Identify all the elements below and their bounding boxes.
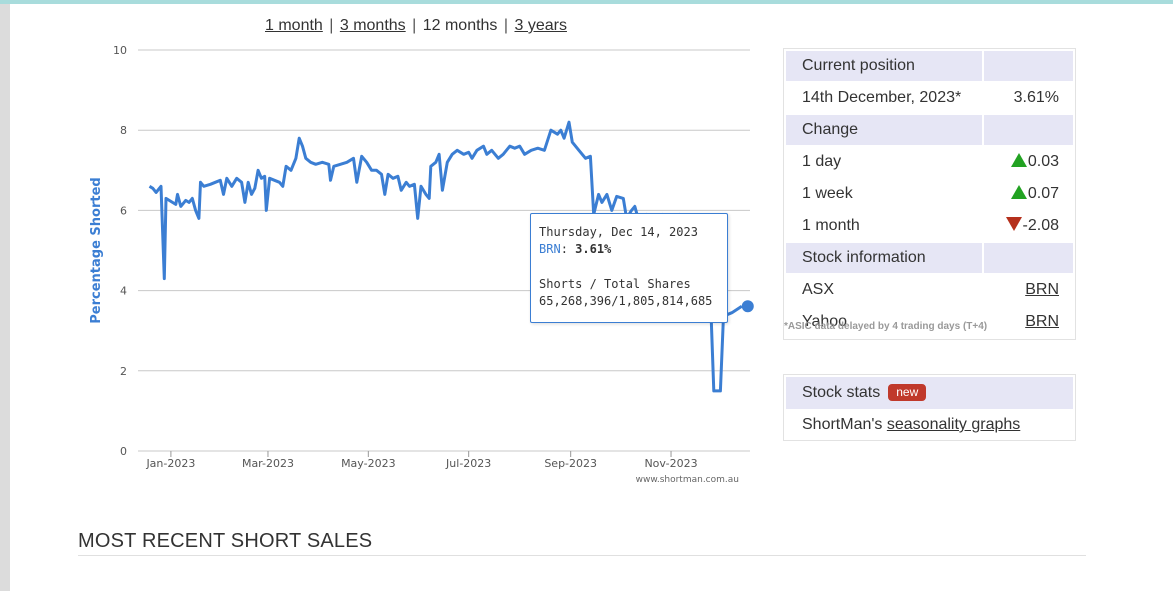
yahoo-label: Yahoo — [802, 313, 848, 330]
asx-cell: BRN — [984, 275, 1073, 305]
stock-stats-header: Stock stats new — [786, 377, 1073, 409]
chart-grid — [138, 49, 750, 452]
table-row: 1 day 0.03 — [786, 147, 1073, 177]
x-tick-label: Nov-2023 — [644, 457, 697, 470]
arrow-up-icon — [1010, 153, 1027, 167]
y-tick-label: 10 — [113, 44, 127, 57]
x-tick-label: Jan-2023 — [145, 457, 195, 470]
y-tick-label: 2 — [120, 365, 127, 378]
y-axis-label: Percentage Shorted — [89, 177, 104, 323]
arrow-up-icon — [1010, 185, 1027, 199]
highlight-point[interactable] — [741, 300, 754, 313]
series-line — [148, 120, 743, 393]
separator: | — [324, 17, 338, 34]
chart-series — [148, 120, 754, 393]
x-tick-label: May-2023 — [341, 457, 396, 470]
separator: | — [499, 17, 513, 34]
header-filler — [983, 51, 1073, 81]
change-week-value: 0.07 — [1027, 185, 1059, 202]
position-percent: 3.61% — [1013, 89, 1059, 106]
header-filler — [983, 115, 1073, 145]
table-row: Yahoo BRN — [786, 307, 1073, 337]
stock-info-header: Stock information — [786, 243, 982, 273]
x-axis-ticks: Jan-2023 Mar-2023 May-2023 Jul-2023 Sep-2023… — [145, 451, 698, 470]
range-link-3-years[interactable]: 3 years — [514, 17, 567, 34]
position-info-table: Current position 14th December, 2023* 3.… — [784, 49, 1075, 339]
asx-label: ASX — [802, 281, 835, 298]
new-badge: new — [888, 384, 927, 401]
change-month-cell: -2.08 — [984, 211, 1073, 241]
short-position-chart[interactable]: 0 2 4 6 8 10 Jan-2023 Mar-2023 May-2023 Jul-2023… — [60, 35, 760, 495]
range-link-3-months[interactable]: 3 months — [339, 17, 406, 34]
table-row: ASX BRN — [786, 275, 1073, 305]
chart-tooltip: Thursday, Dec 14, 2023 BRN: 3.61% Shorts… — [530, 213, 728, 323]
x-tick-label: Mar-2023 — [242, 457, 294, 470]
table-row: 1 week 0.07 — [786, 179, 1073, 209]
stock-stats-body: ShortMan's seasonality graphs — [784, 411, 1075, 440]
tooltip-date: Thursday, Dec 14, 2023 — [539, 225, 698, 239]
table-row: 14th December, 2023* 3.61% — [786, 83, 1073, 113]
change-month-label: 1 month — [802, 217, 860, 234]
table-row: Change — [786, 115, 1073, 145]
position-date: 14th December, 2023* — [802, 89, 962, 106]
table-row: Current position — [786, 51, 1073, 81]
y-tick-label: 6 — [120, 204, 127, 217]
stock-stats-box: Stock stats new ShortMan's seasonality gr… — [783, 374, 1076, 441]
stock-stats-title: Stock stats — [802, 384, 881, 401]
stock-stats-text: ShortMan's — [802, 416, 887, 433]
top-accent-bar — [0, 0, 1173, 4]
x-tick-label: Sep-2023 — [544, 457, 597, 470]
table-row: Stock information — [786, 243, 1073, 273]
tooltip-value: 3.61% — [575, 242, 612, 256]
change-day-value: 0.03 — [1027, 153, 1059, 170]
seasonality-graphs-link[interactable]: seasonality graphs — [886, 416, 1021, 433]
y-tick-label: 8 — [120, 124, 127, 137]
section-divider — [78, 555, 1086, 556]
separator: | — [407, 17, 421, 34]
chart-credit: www.shortman.com.au — [636, 475, 739, 485]
section-title: MOST RECENT SHORT SALES — [78, 530, 373, 552]
tooltip-series-label: BRN — [539, 242, 561, 256]
y-tick-label: 4 — [120, 285, 127, 298]
y-axis-ticks: 0 2 4 6 8 10 — [113, 44, 127, 458]
tooltip-series-row: BRN: 3.61% — [539, 241, 719, 258]
x-tick-label: Jul-2023 — [445, 457, 491, 470]
yahoo-cell: BRN — [984, 307, 1073, 337]
current-position-header: Current position — [786, 51, 982, 81]
change-day-label: 1 day — [802, 153, 842, 170]
y-tick-label: 0 — [120, 445, 127, 458]
asx-link[interactable]: BRN — [1025, 281, 1059, 298]
table-row: 1 month -2.08 — [786, 211, 1073, 241]
change-month-value: -2.08 — [1022, 217, 1059, 234]
change-week-cell: 0.07 — [984, 179, 1073, 209]
arrow-down-icon — [1005, 217, 1022, 231]
change-day-cell: 0.03 — [984, 147, 1073, 177]
asic-delay-note: *ASIC data delayed by 4 trading days (T+… — [784, 321, 988, 332]
left-scroll-gutter — [0, 4, 10, 591]
range-link-12-months-active: 12 months — [422, 17, 498, 34]
yahoo-link[interactable]: BRN — [1025, 313, 1059, 330]
tooltip-shorts-value: 65,268,396/1,805,814,685 — [539, 294, 713, 308]
tooltip-shorts-label: Shorts / Total Shares — [539, 277, 691, 291]
change-header: Change — [786, 115, 982, 145]
range-links: 1 month | 3 months | 12 months | 3 years — [265, 17, 567, 35]
tooltip-colon: : — [560, 242, 576, 256]
range-link-1-month[interactable]: 1 month — [265, 17, 323, 34]
change-week-label: 1 week — [802, 185, 853, 202]
position-info-box: Current position 14th December, 2023* 3.… — [783, 48, 1076, 340]
header-filler — [983, 243, 1073, 273]
